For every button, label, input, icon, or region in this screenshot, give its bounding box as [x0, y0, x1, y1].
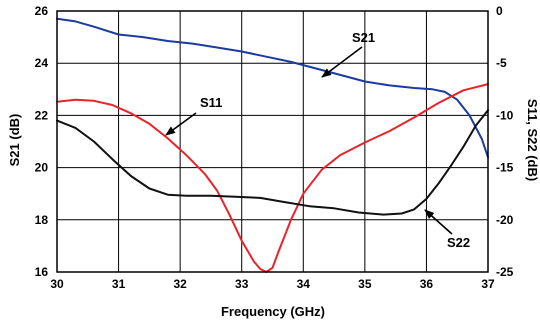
x-tick-label: 36 — [420, 277, 434, 291]
annotations: S21 S11 S22 — [165, 30, 470, 250]
annotation-arrow-s22 — [424, 209, 453, 235]
x-tick-label: 34 — [297, 277, 311, 291]
x-tick-label: 35 — [358, 277, 372, 291]
y-tick-label-right: -25 — [496, 265, 514, 279]
annotation-label-s11: S11 — [200, 95, 222, 110]
annotation-arrow-s11 — [165, 112, 197, 136]
y-tick-label-right: -10 — [496, 108, 514, 122]
y-tick-label-left: 26 — [35, 4, 49, 18]
tick-labels: 30 31 32 33 34 35 36 37 16 18 20 22 24 26 -25 -20 -15 -10… — [35, 4, 514, 291]
annotation-label-s22: S22 — [447, 235, 470, 250]
y-axis-label-left: S21 (dB) — [7, 114, 22, 167]
y-tick-label-right: 0 — [496, 4, 503, 18]
y-tick-label-left: 16 — [35, 265, 49, 279]
y-tick-label-left: 18 — [35, 213, 49, 227]
x-tick-label: 33 — [235, 277, 249, 291]
series-line-s21 — [56, 17, 489, 159]
x-tick-label: 30 — [50, 277, 64, 291]
y-tick-label-left: 24 — [35, 56, 49, 70]
plot-frame — [56, 10, 489, 273]
series-layer — [56, 17, 489, 273]
x-tick-label: 31 — [112, 277, 126, 291]
x-tick-label: 32 — [173, 277, 187, 291]
y-tick-label-left: 22 — [35, 108, 49, 122]
y-tick-label-left: 20 — [35, 161, 49, 175]
annotation-arrow-s21 — [321, 46, 363, 78]
annotation-label-s21: S21 — [352, 30, 375, 45]
series-line-s22 — [56, 109, 489, 216]
y-axis-label-right: S11, S22 (dB) — [525, 99, 540, 181]
y-tick-label-right: -20 — [496, 213, 514, 227]
x-axis-label: Frequency (GHz) — [221, 304, 325, 319]
y-tick-label-right: -15 — [496, 161, 514, 175]
y-tick-label-right: -5 — [496, 56, 507, 70]
x-tick-label: 37 — [481, 277, 495, 291]
grid — [56, 10, 489, 273]
series-line-s11 — [56, 83, 489, 273]
